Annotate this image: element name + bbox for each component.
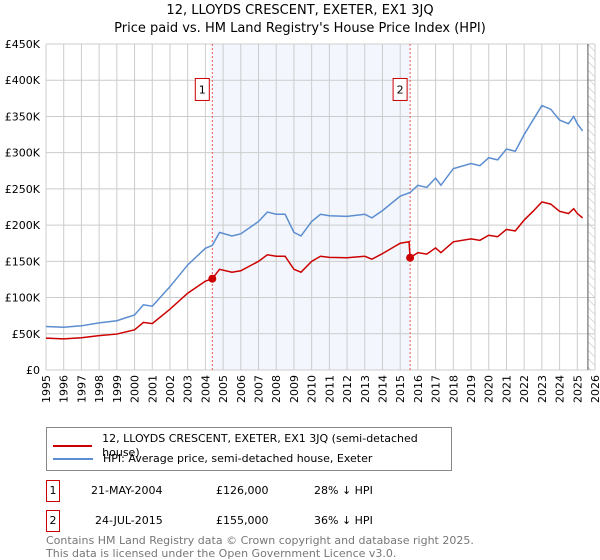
y-tick-label: £450K [5,38,41,51]
x-tick-label: 2002 [164,375,177,403]
y-tick-label: £100K [5,292,41,305]
x-tick-label: 2003 [182,375,195,403]
x-tick-label: 2007 [253,375,266,403]
y-tick-label: £400K [5,74,41,87]
x-tick-label: 2025 [571,375,584,403]
x-tick-label: 2005 [217,375,230,403]
legend-label: HPI: Average price, semi-detached house,… [103,452,373,465]
footer-copyright: Contains HM Land Registry data © Crown c… [46,534,474,547]
x-tick-label: 1996 [58,375,71,403]
x-tick-label: 2010 [306,375,319,403]
y-tick-label: £250K [5,183,41,196]
x-tick-label: 2001 [146,375,159,403]
footer: Contains HM Land Registry data © Crown c… [46,534,474,560]
x-tick-label: 2017 [430,375,443,403]
series-line [45,201,584,340]
x-tick-label: 2018 [447,375,460,403]
price-chart: 1995 1996 1997 1998 1999 2000 2001 2002 2003 2004… [5,38,600,403]
sale-annotation-box [194,77,210,101]
legend: 12, LLOYDS CRESCENT, EXETER, EX1 3JQ (se… [46,427,452,471]
x-tick-label: 2016 [412,375,425,403]
sale-date: 24-JUL-2015 [95,514,163,527]
x-tick-label: 2022 [518,375,531,403]
sale-hpi-delta: 28% ↓ HPI [314,484,373,497]
legend-swatch [53,445,93,447]
series-line [45,104,584,329]
x-tick-label: 2019 [465,375,478,403]
x-tick-label: 2020 [483,375,496,403]
x-tick-label: 2006 [235,375,248,403]
x-tick-label: 2026 [589,375,600,403]
sale-annotation-label: 2 [397,83,404,96]
sale-point [406,253,415,262]
sale-marker-badge: 2 [46,510,60,532]
x-tick-label: 2023 [536,375,549,403]
sale-annotation-box [392,77,408,101]
forecast-hatch [587,44,595,370]
x-tick-label: 2024 [554,375,567,403]
legend-label: 12, LLOYDS CRESCENT, EXETER, EX1 3JQ (se… [102,432,418,459]
y-tick-label: £200K [5,219,41,232]
sale-hpi-delta: 36% ↓ HPI [314,514,373,527]
y-tick-label: £50K [12,328,41,341]
y-tick-label: £0 [26,364,40,377]
x-tick-label: 2000 [129,375,142,403]
x-tick-label: 2011 [323,375,336,403]
sale-price: £155,000 [216,514,269,527]
sale-marker-badge: 1 [46,480,60,502]
x-tick-label: 1995 [40,375,53,403]
sale-annotation-label: 1 [199,83,206,96]
x-tick-label: 1997 [75,375,88,403]
x-tick-label: 2004 [199,375,212,403]
y-tick-label: £150K [5,255,41,268]
chart-subtitle: Price paid vs. HM Land Registry's House … [114,21,486,36]
legend-item-hpi: HPI: Average price, semi-detached house,… [53,452,372,466]
x-tick-label: 2008 [270,375,283,403]
x-tick-label: 2015 [394,375,407,403]
legend-item-property: 12, LLOYDS CRESCENT, EXETER, EX1 3JQ (se… [53,432,451,460]
x-tick-label: 2013 [359,375,372,403]
footer-licence: This data is licensed under the Open Gov… [46,547,397,560]
y-tick-label: £350K [5,110,41,123]
x-tick-label: 1998 [93,375,106,403]
legend-swatch [53,458,93,460]
x-tick-label: 2014 [376,375,389,403]
x-tick-label: 2012 [341,375,354,403]
sale-price: £126,000 [216,484,269,497]
x-tick-label: 2009 [288,375,301,403]
y-tick-label: £300K [5,147,41,160]
sale-date: 21-MAY-2004 [91,484,163,497]
chart-title: 12, LLOYDS CRESCENT, EXETER, EX1 3JQ [166,3,434,18]
x-tick-label: 2021 [500,375,513,403]
x-tick-label: 1999 [111,375,124,403]
sale-point [208,274,217,283]
